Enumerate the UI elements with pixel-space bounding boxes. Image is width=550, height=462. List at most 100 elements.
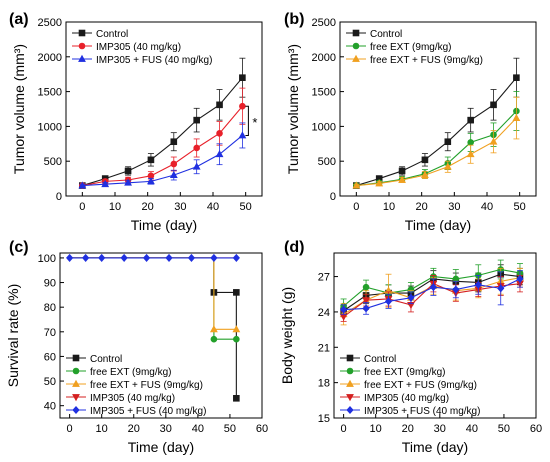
x-tick-label: 10 [370, 423, 382, 435]
legend-label: free EXT (9mg/kg) [370, 42, 452, 53]
data-point [169, 170, 178, 179]
plot-frame [339, 21, 537, 197]
legend-label: IMP305 (40 mg/kg) [96, 42, 181, 53]
data-point [193, 144, 200, 152]
y-tick-label: 1000 [38, 121, 62, 133]
x-tick-label: 20 [416, 201, 428, 213]
legend-label: Control [370, 29, 402, 40]
data-point [170, 160, 178, 168]
series-line [82, 135, 243, 187]
data-point [375, 179, 384, 187]
x-tick-label: 0 [67, 423, 73, 435]
plot-frame [333, 252, 537, 419]
y-tick-label: 2000 [312, 52, 336, 64]
y-tick-label: 18 [318, 378, 330, 390]
legend-marker [72, 379, 80, 387]
legend-label: IMP305 + FUS (40 mg/kg) [364, 406, 480, 417]
x-axis-label: Time (day) [128, 439, 194, 455]
y-tick-label: 0 [56, 191, 62, 203]
data-point [147, 177, 155, 185]
x-tick-label: 30 [448, 201, 460, 213]
data-point [233, 289, 240, 296]
data-point [421, 170, 429, 179]
x-tick-label: 20 [402, 423, 414, 435]
series-line [82, 77, 243, 187]
legend-marker [352, 29, 360, 37]
legend-marker [346, 379, 354, 387]
x-tick-label: 30 [434, 423, 446, 435]
y-tick-label: 1500 [312, 87, 336, 99]
panel-label: (d) [284, 239, 304, 256]
x-tick-label: 50 [498, 423, 510, 435]
x-axis-label: Time (day) [402, 439, 468, 455]
y-tick-label: 100 [38, 253, 56, 265]
legend-label: IMP305 (40 mg/kg) [364, 393, 449, 404]
data-point [142, 253, 151, 262]
legend: Control free EXT (9mg/kg) free EXT + FUS (… [346, 29, 483, 66]
data-point [516, 274, 524, 283]
legend-label: free EXT + FUS (9mg/kg) [90, 380, 203, 391]
panel-label: (b) [284, 11, 304, 28]
data-point [489, 137, 498, 145]
y-tick-label: 2500 [312, 17, 336, 29]
data-point [98, 253, 106, 262]
data-point [239, 74, 246, 81]
data-point [192, 162, 201, 170]
data-point [120, 253, 128, 262]
legend-marker [346, 354, 354, 362]
chart-panel-4: (d) 0 10 20 30 40 50 60 15 18 21 24 27 Time (day) Body… [279, 239, 542, 455]
legend-marker [346, 367, 354, 375]
data-point [421, 156, 429, 164]
x-tick-label: 0 [79, 201, 85, 213]
legend-marker [352, 54, 360, 62]
significance-bracket [245, 105, 249, 136]
data-point [512, 113, 521, 121]
y-tick-label: 0 [330, 191, 336, 203]
y-axis-label: Tumor volume (mm³) [11, 44, 27, 174]
legend: Control free EXT (9mg/kg) free EXT + FUS (… [340, 354, 480, 417]
x-axis-label: Time (day) [405, 217, 471, 233]
data-point [232, 325, 241, 333]
legend-marker [72, 367, 80, 375]
data-point [429, 283, 437, 292]
data-point [210, 253, 218, 262]
x-tick-label: 10 [383, 201, 395, 213]
x-tick-label: 60 [256, 423, 268, 435]
panel-label: (a) [9, 11, 29, 28]
legend-marker [346, 394, 354, 402]
y-tick-label: 2500 [38, 17, 62, 29]
y-tick-label: 50 [44, 376, 56, 388]
data-point [101, 179, 110, 188]
data-point [216, 130, 223, 137]
data-point [209, 325, 218, 333]
legend-label: IMP305 + FUS (40 mg/kg) [90, 406, 206, 417]
data-point [384, 297, 393, 306]
data-point [233, 335, 240, 343]
data-point [193, 116, 200, 124]
data-point [216, 101, 223, 109]
data-point [398, 167, 406, 175]
x-tick-label: 30 [160, 423, 172, 435]
legend: Control free EXT (9mg/kg) free EXT + FUS (… [66, 354, 206, 417]
legend-label: free EXT (9mg/kg) [90, 367, 172, 378]
data-point [497, 284, 505, 293]
legend: Control IMP305 (40 mg/kg) IMP305 + FUS (40… [72, 29, 212, 66]
plot-frame [65, 21, 263, 197]
legend-marker [78, 42, 86, 50]
legend-marker [352, 42, 360, 50]
series-5 [66, 253, 240, 262]
y-tick-label: 90 [44, 278, 56, 290]
y-tick-label: 500 [44, 156, 62, 168]
series-3 [78, 122, 247, 189]
legend-marker [72, 394, 80, 402]
data-point [398, 175, 406, 183]
legend-marker [78, 54, 86, 62]
data-point [82, 253, 90, 262]
significance-star: * [252, 115, 257, 130]
data-point [66, 253, 74, 262]
data-point [232, 253, 240, 262]
data-point [362, 297, 370, 305]
x-tick-label: 40 [481, 201, 493, 213]
data-point [239, 102, 246, 110]
